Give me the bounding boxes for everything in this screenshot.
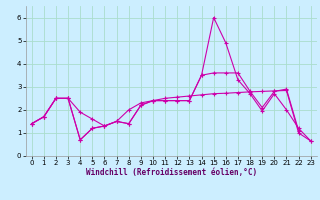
X-axis label: Windchill (Refroidissement éolien,°C): Windchill (Refroidissement éolien,°C) [86,168,257,177]
